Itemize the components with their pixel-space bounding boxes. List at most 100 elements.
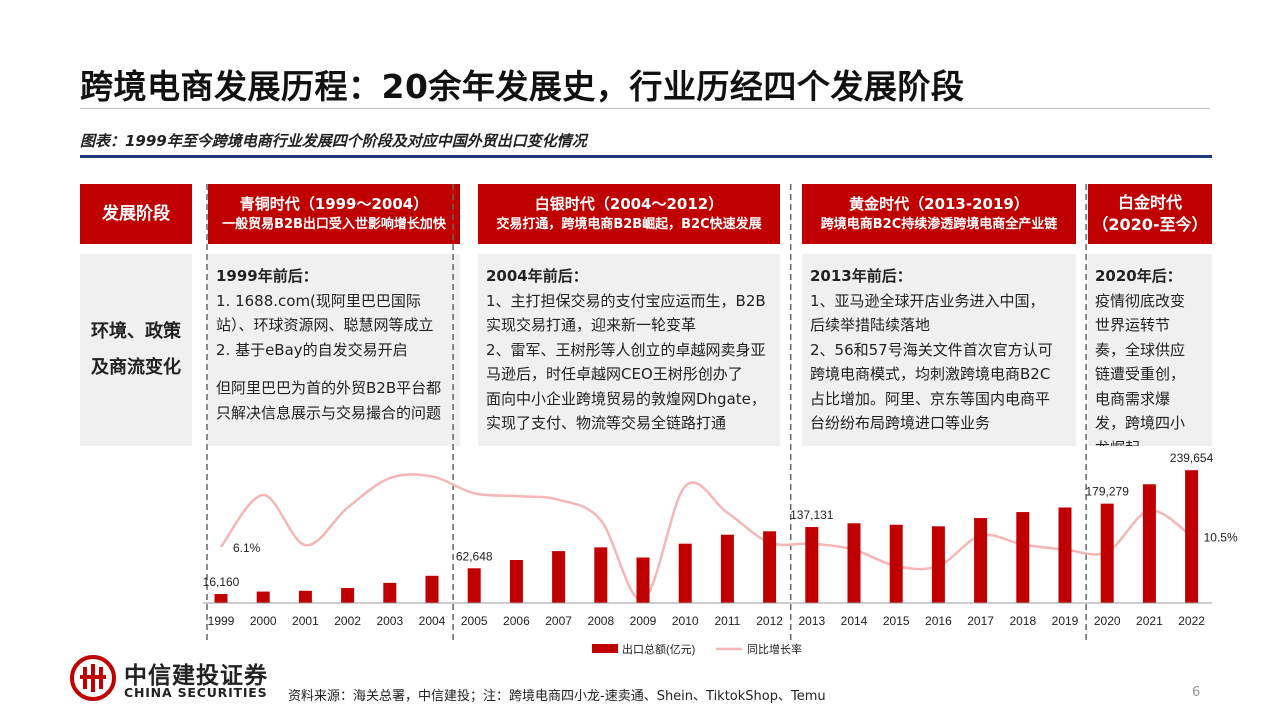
bar-2018: [1016, 512, 1030, 603]
x-tick-label: 2014: [841, 614, 868, 628]
title-divider: [80, 108, 1210, 109]
growth-line: [219, 473, 1193, 602]
bar-2001: [298, 590, 312, 603]
x-tick-label: 2020: [1094, 614, 1121, 628]
detail-heading: 1999年前后：: [216, 267, 318, 285]
bar-2015: [889, 524, 903, 603]
x-tick-label: 2016: [925, 614, 952, 628]
x-tick-label: 2008: [587, 614, 614, 628]
x-tick-label: 2009: [630, 614, 657, 628]
stage-desc: （2020-至今）: [1092, 215, 1208, 234]
bar-2017: [974, 518, 988, 603]
x-tick-label: 2022: [1178, 614, 1205, 628]
bar-2019: [1058, 507, 1072, 603]
growth-label-first: 6.1%: [233, 541, 261, 555]
stage-detail-platinum: 2020年后： 疫情彻底改变 世界运转节 奏，全球供应 链遭受重创， 电商需求爆…: [1088, 254, 1212, 446]
detail-line: 后续举措陆续落地: [810, 316, 931, 334]
stage-desc: 交易打通，跨境电商B2B崛起，B2C快速发展: [496, 217, 762, 232]
caption-divider: [80, 155, 1212, 158]
bar-data-label: 239,654: [1170, 451, 1214, 465]
brand-name-cn: 中信建投证券: [124, 663, 268, 689]
x-tick-label: 2004: [419, 614, 446, 628]
bar-2012: [763, 531, 777, 603]
detail-line: 2、56和57号海关文件首次官方认可: [810, 340, 1053, 359]
detail-line: 实现了支付、物流等交易全链路打通: [486, 414, 727, 432]
detail-line: 站）、环球资源网、聪慧网等成立: [216, 316, 434, 334]
env-row-label-line: 环境、政策: [91, 321, 181, 342]
x-tick-label: 2006: [503, 614, 530, 628]
x-tick-label: 2007: [545, 614, 572, 628]
bar-2013: [805, 527, 819, 603]
bar-data-label: 62,648: [456, 549, 493, 563]
x-tick-label: 2005: [461, 614, 488, 628]
bar-2005: [467, 568, 481, 603]
bar-2000: [256, 591, 270, 603]
detail-line: 面向中小企业跨境贸易的敦煌网Dhgate，: [486, 389, 766, 408]
bar-1999: [214, 594, 228, 603]
detail-line: 1、主打担保交易的支付宝应运而生，B2B: [486, 291, 766, 310]
detail-line: 只解决信息展示与交易撮合的问题: [216, 403, 442, 422]
bar-2002: [341, 588, 355, 603]
bar-2011: [720, 534, 734, 603]
x-tick-label: 2018: [1009, 614, 1036, 628]
x-tick-label: 2013: [798, 614, 825, 628]
x-tick-label: 2021: [1136, 614, 1163, 628]
page-number: 6: [1192, 685, 1201, 700]
env-row-label-line: 及商流变化: [91, 357, 181, 378]
bar-data-label: 137,131: [790, 508, 834, 522]
x-tick-label: 2019: [1052, 614, 1079, 628]
detail-line: 世界运转节: [1095, 316, 1171, 334]
bar-2021: [1142, 484, 1156, 603]
detail-line: 1. 1688.com(现阿里巴巴国际: [216, 291, 421, 310]
env-row-label: 环境、政策 及商流变化: [80, 254, 192, 446]
stage-detail-bronze: 1999年前后： 1. 1688.com(现阿里巴巴国际 站）、环球资源网、聪慧…: [208, 254, 460, 446]
bar-2006: [509, 559, 523, 603]
legend-bar-swatch: [592, 644, 618, 653]
x-tick-label: 2017: [967, 614, 994, 628]
stage-detail-gold: 2013年前后： 1、亚马逊全球开店业务进入中国， 后续举措陆续落地 2、56和…: [802, 254, 1076, 446]
detail-line: 马逊后，时任卓越网CEO王树彤创办了: [486, 365, 743, 383]
x-tick-label: 2003: [376, 614, 403, 628]
x-tick-label: 2012: [756, 614, 783, 628]
detail-line: 但阿里巴巴为首的外贸B2B平台都: [216, 379, 442, 397]
page-title: 跨境电商发展历程：20余年发展史，行业历经四个发展阶段: [80, 67, 965, 106]
detail-heading: 2013年前后：: [810, 267, 912, 285]
bar-data-label: 16,160: [203, 575, 240, 589]
stage-row-label-text: 发展阶段: [102, 204, 170, 224]
x-tick-label: 2010: [672, 614, 699, 628]
stage-header-platinum: 白金时代 （2020-至今）: [1088, 184, 1212, 244]
bar-2009: [636, 557, 650, 603]
detail-line: 实现交易打通，迎来新一轮变革: [486, 316, 697, 334]
detail-line: 链遭受重创，: [1095, 365, 1186, 383]
bar-2020: [1100, 503, 1114, 603]
bar-2014: [847, 523, 861, 603]
stage-detail-silver: 2004年前后： 1、主打担保交易的支付宝应运而生，B2B 实现交易打通，迎来新…: [478, 254, 780, 446]
x-tick-label: 2002: [334, 614, 361, 628]
detail-line: 龙崛起: [1095, 436, 1204, 447]
stage-header-gold: 黄金时代（2013-2019） 跨境电商B2C持续渗透跨境电商全产业链: [802, 184, 1076, 244]
stage-row-label: 发展阶段: [80, 184, 192, 244]
detail-line: 疫情彻底改变: [1095, 291, 1186, 310]
source-note: 资料来源：海关总署，中信建投；注：跨境电商四小龙-速卖通、Shein、Tikto…: [288, 689, 826, 704]
x-tick-label: 2015: [883, 614, 910, 628]
detail-line: 跨境电商模式，均刺激跨境电商B2C: [810, 365, 1051, 383]
x-tick-label: 1999: [208, 614, 235, 628]
detail-line: 2. 基于eBay的自发交易开启: [216, 340, 408, 359]
detail-line: 奏，全球供应: [1095, 340, 1186, 359]
stage-desc: 一般贸易B2B出口受入世影响增长加快: [222, 217, 446, 232]
bar-2008: [594, 547, 608, 603]
stage-name: 青铜时代（1999～2004）: [239, 195, 429, 213]
stage-name: 白金时代: [1117, 193, 1182, 212]
brand-name-en: CHINA SECURITIES: [124, 685, 268, 700]
detail-line: 占比增加。阿里、京东等国内电商平: [810, 389, 1051, 408]
x-tick-label: 2000: [250, 614, 277, 628]
bar-2004: [425, 575, 439, 603]
detail-heading: 2004年前后：: [486, 267, 588, 285]
bar-data-label: 179,279: [1086, 485, 1130, 499]
bar-2022: [1185, 470, 1199, 603]
citic-logo-icon: [70, 655, 116, 701]
bar-2007: [552, 551, 566, 603]
detail-heading: 2020年后：: [1095, 267, 1182, 285]
bar-2010: [678, 543, 692, 603]
